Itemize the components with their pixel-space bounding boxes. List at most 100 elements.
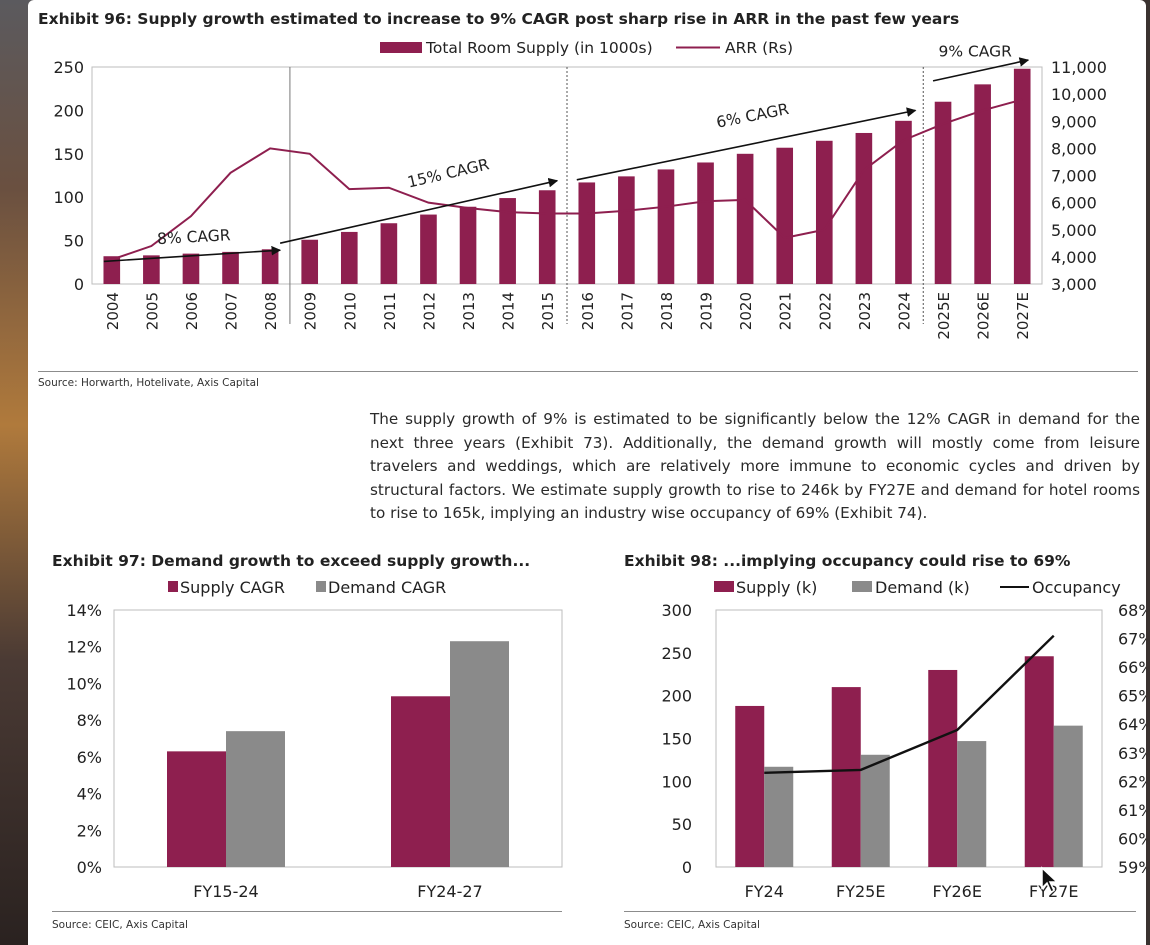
exhibit98-chart: 0 50 100 150 200 250 300 59% 60% 61% 62% 63% 64% 65% 6… xyxy=(661,578,1146,901)
demand-bar xyxy=(764,766,794,867)
y2-tick-label: 65% xyxy=(1118,687,1146,706)
cagr-annotation: 8% CAGR xyxy=(157,226,232,248)
y2-tick-label: 61% xyxy=(1118,801,1146,820)
x-tick-label: 2007 xyxy=(223,292,241,330)
legend-demand-label: Demand CAGR xyxy=(328,578,446,597)
y-tick-label: 12% xyxy=(66,638,102,657)
legend-supply-label: Supply CAGR xyxy=(180,578,285,597)
x-tick-label: 2024 xyxy=(895,292,913,330)
x-tick-label: FY26E xyxy=(933,882,982,901)
x-tick-label: 2019 xyxy=(698,292,716,330)
x-tick-label: 2009 xyxy=(302,292,320,330)
supply-bar xyxy=(735,705,765,867)
y-tick-label: 50 xyxy=(64,232,84,251)
supply-bar xyxy=(1013,68,1031,285)
supply-bar xyxy=(301,239,319,284)
exhibit96-source: Source: Horwarth, Hotelivate, Axis Capit… xyxy=(38,377,259,389)
x-tick-label: 2017 xyxy=(618,292,636,330)
supply-bar xyxy=(697,162,714,284)
legend-occupancy-label: Occupancy xyxy=(1032,578,1121,597)
y2-tick-label: 11,000 xyxy=(1051,58,1107,77)
y-tick-label: 0 xyxy=(74,275,84,294)
y2-tick-label: 5,000 xyxy=(1051,221,1097,240)
cagr-arrow xyxy=(576,107,917,181)
y-tick-label: 150 xyxy=(53,145,84,164)
x-tick-label: 2004 xyxy=(104,292,122,330)
x-tick-label: FY25E xyxy=(836,882,885,901)
x-tick-label: 2023 xyxy=(856,292,874,330)
cagr-arrow xyxy=(932,57,1030,82)
exhibit98-title: Exhibit 98: ...implying occupancy could … xyxy=(624,552,1071,570)
y-tick-label: 100 xyxy=(53,188,84,207)
occupancy-line xyxy=(764,634,1055,774)
legend-demand-swatch xyxy=(852,581,872,592)
legend-arr-label: ARR (Rs) xyxy=(725,39,793,57)
cagr-arrow xyxy=(279,177,559,244)
cagr-annotation: 15% CAGR xyxy=(406,155,491,191)
x-tick-label: 2008 xyxy=(262,292,280,330)
x-tick-label: 2013 xyxy=(460,292,478,330)
supply-bar xyxy=(578,182,596,284)
supply-bar xyxy=(776,147,794,284)
demand-bar xyxy=(860,754,890,867)
supply-bar xyxy=(815,140,833,284)
y2-tick-label: 63% xyxy=(1118,744,1146,763)
x-tick-label: FY15-24 xyxy=(193,882,258,901)
legend-demand-label: Demand (k) xyxy=(875,578,970,597)
supply-bar xyxy=(143,255,160,284)
plot-area-border xyxy=(113,609,563,868)
supply-bar xyxy=(1024,656,1054,867)
supply-bar xyxy=(182,253,200,284)
y2-tick-label: 62% xyxy=(1118,772,1146,791)
x-tick-label: 2012 xyxy=(420,292,438,330)
y-tick-label: 6% xyxy=(77,748,102,767)
background-strip xyxy=(0,0,32,945)
cagr-annotation: 9% CAGR xyxy=(938,43,1012,61)
exhibit97-divider xyxy=(52,911,562,912)
y-tick-label: 250 xyxy=(661,644,692,663)
y-tick-label: 250 xyxy=(53,58,84,77)
x-tick-label: 2022 xyxy=(816,292,834,330)
legend-supply-swatch xyxy=(380,42,422,53)
demand-bar xyxy=(1053,725,1083,867)
y2-tick-label: 7,000 xyxy=(1051,167,1097,186)
cagr-annotation: 6% CAGR xyxy=(715,100,791,132)
y2-tick-label: 68% xyxy=(1118,601,1146,620)
y-tick-label: 14% xyxy=(66,601,102,620)
legend-demand-swatch xyxy=(316,581,326,592)
legend-supply-label: Supply (k) xyxy=(736,578,817,597)
exhibit97-title: Exhibit 97: Demand growth to exceed supp… xyxy=(52,552,531,570)
x-tick-label: 2026E xyxy=(975,292,993,340)
report-page: Exhibit 96: Supply growth estimated to i… xyxy=(28,0,1146,945)
arr-line xyxy=(111,98,1023,261)
x-tick-label: 2005 xyxy=(143,292,161,330)
y-tick-label: 100 xyxy=(661,772,692,791)
supply-bar xyxy=(261,249,279,284)
supply-bar xyxy=(855,132,873,284)
plot-area-border xyxy=(715,609,1103,868)
exhibit97-source: Source: CEIC, Axis Capital xyxy=(52,919,188,931)
x-tick-label: 2014 xyxy=(500,292,518,330)
y2-tick-label: 4,000 xyxy=(1051,248,1097,267)
supply-bar xyxy=(499,198,516,284)
demand-cagr-bar xyxy=(450,641,509,867)
x-tick-label: FY24-27 xyxy=(417,882,482,901)
supply-bar xyxy=(618,176,635,284)
y2-tick-label: 60% xyxy=(1118,829,1146,848)
demand-cagr-bar xyxy=(226,731,285,867)
y-tick-label: 2% xyxy=(77,821,102,840)
y2-tick-label: 6,000 xyxy=(1051,194,1097,213)
x-tick-label: 2025E xyxy=(935,292,953,340)
supply-bar xyxy=(380,223,398,284)
y2-tick-label: 67% xyxy=(1118,630,1146,649)
x-tick-label: FY24 xyxy=(745,882,784,901)
y-tick-label: 10% xyxy=(66,674,102,693)
y-tick-label: 8% xyxy=(77,711,102,730)
y-tick-label: 4% xyxy=(77,785,102,804)
mouse-cursor-icon xyxy=(1041,866,1059,894)
y2-tick-label: 59% xyxy=(1118,858,1146,877)
supply-bar xyxy=(831,687,861,867)
supply-bar xyxy=(974,84,991,284)
y-tick-label: 300 xyxy=(661,601,692,620)
x-tick-label: 2011 xyxy=(381,292,399,330)
